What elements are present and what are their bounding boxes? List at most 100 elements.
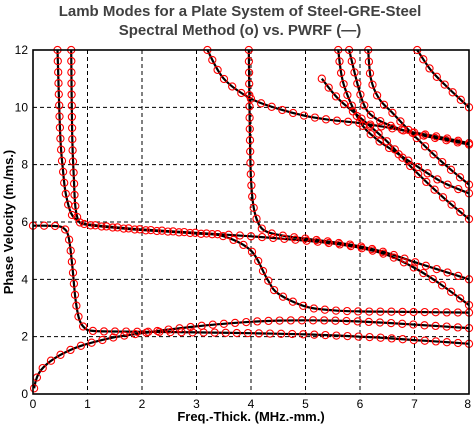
spectral-marker (219, 319, 229, 328)
spectral-marker (388, 108, 397, 117)
spectral-marker (443, 180, 452, 189)
spectral-marker (420, 142, 430, 151)
spectral-marker (245, 124, 254, 134)
spectral-marker (246, 94, 256, 103)
x-tick-label: 6 (357, 397, 364, 411)
y-tick-label: 10 (15, 100, 29, 114)
spectral-marker (180, 227, 189, 237)
spectral-marker (67, 79, 76, 88)
spectral-marker (67, 123, 77, 133)
spectral-marker (245, 79, 254, 88)
spectral-marker (420, 307, 429, 317)
spectral-marker (68, 135, 77, 144)
spectral-marker (438, 193, 448, 202)
spectral-marker (120, 331, 129, 340)
spectral-marker (332, 331, 341, 340)
spectral-marker (299, 301, 308, 310)
spectral-marker (378, 247, 388, 256)
spectral-marker (208, 320, 217, 329)
spectral-marker (372, 91, 382, 100)
spectral-marker (286, 316, 295, 325)
spectral-marker (55, 112, 64, 121)
spectral-marker (249, 203, 258, 212)
spectral-marker (54, 79, 63, 88)
spectral-marker (69, 168, 78, 177)
spectral-marker (71, 201, 80, 211)
spectral-marker (356, 242, 366, 251)
spectral-marker (56, 350, 65, 359)
spectral-marker (102, 222, 111, 231)
pwrf-curves (33, 49, 470, 389)
spectral-marker (133, 327, 142, 336)
spectral-marker (78, 322, 88, 331)
spectral-marker (398, 319, 407, 328)
spectral-marker (155, 327, 164, 337)
spectral-marker (336, 68, 346, 78)
spectral-marker (377, 122, 386, 131)
spectral-marker (56, 134, 65, 143)
spectral-marker (350, 68, 359, 77)
spectral-marker (58, 167, 68, 176)
spectral-marker (366, 130, 375, 139)
spectral-marker (389, 250, 398, 260)
spectral-marker (235, 231, 245, 240)
spectral-marker (67, 101, 76, 110)
spectral-marker (376, 333, 385, 342)
spectral-marker (257, 232, 267, 242)
spectral-marker (423, 169, 432, 178)
spectral-marker (425, 64, 434, 73)
spectral-marker (421, 130, 430, 139)
spectral-marker (321, 115, 331, 124)
spectral-marker (324, 238, 333, 248)
spectral-marker (367, 244, 377, 254)
x-tick-label: 0 (30, 397, 37, 411)
spectral-marker (353, 79, 362, 88)
spectral-marker (245, 136, 255, 145)
spectral-marker (152, 226, 162, 236)
spectral-marker (265, 329, 275, 338)
spectral-marker (389, 253, 398, 262)
spectral-marker (278, 292, 288, 301)
spectral-marker (275, 316, 284, 325)
spectral-marker (55, 123, 65, 132)
spectral-marker (288, 108, 298, 118)
spectral-marker (440, 80, 449, 89)
spectral-marker (414, 169, 423, 179)
y-tick-label: 4 (21, 272, 28, 286)
spectral-marker (364, 317, 373, 327)
spectral-marker (365, 307, 374, 316)
spectral-marker (447, 200, 456, 209)
spectral-marker (199, 328, 208, 337)
spectral-marker (54, 90, 63, 99)
spectral-marker (66, 246, 75, 255)
spectral-marker (409, 263, 418, 272)
spectral-marker (224, 230, 233, 239)
spectral-marker (386, 318, 396, 328)
spectral-marker (38, 363, 47, 373)
grid-lines (33, 50, 469, 394)
spectral-marker (119, 224, 128, 233)
spectral-marker (108, 223, 117, 232)
spectral-marker (453, 308, 463, 317)
spectral-marker (364, 57, 374, 66)
spectral-marker (420, 321, 429, 330)
spectral-marker (398, 153, 407, 162)
spectral-marker (202, 229, 211, 238)
spectral-marker (353, 317, 362, 326)
spectral-marker (310, 113, 320, 122)
spectral-marker (347, 57, 356, 66)
spectral-marker (254, 256, 263, 266)
spectral-marker (374, 129, 383, 138)
spectral-marker (61, 189, 70, 198)
spectral-marker (109, 333, 118, 342)
spectral-marker (69, 179, 79, 188)
spectral-marker (446, 165, 456, 174)
spectral-marker (431, 321, 440, 331)
spectral-marker (409, 320, 418, 329)
spectral-marker (244, 68, 254, 77)
y-tick-label: 0 (21, 387, 28, 401)
spectral-marker (335, 57, 344, 66)
spectral-marker (399, 258, 409, 267)
spectral-marker (299, 111, 309, 120)
spectral-marker (437, 281, 447, 290)
